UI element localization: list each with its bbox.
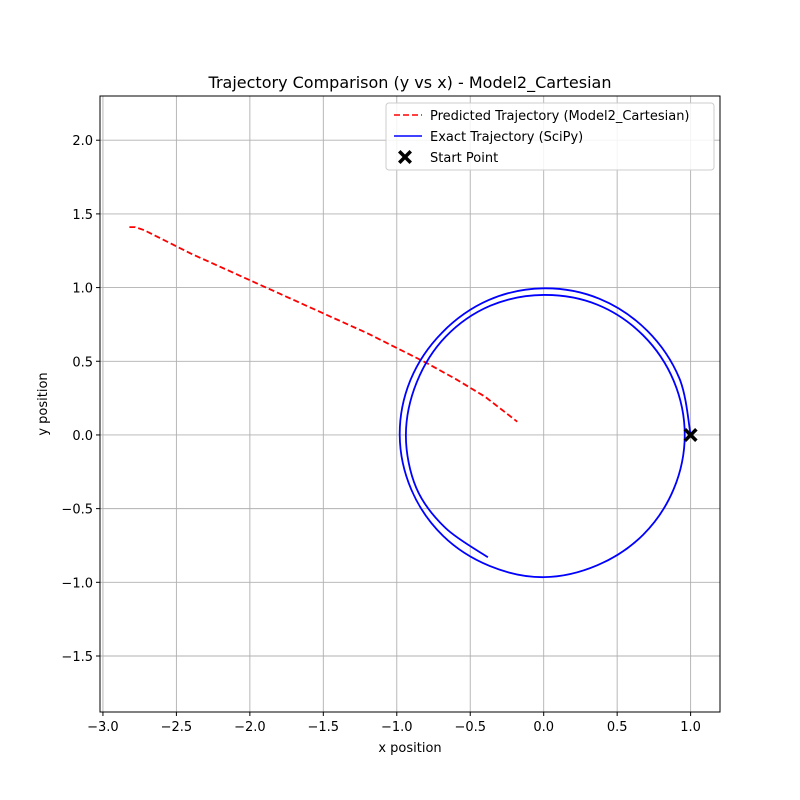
legend-box [385,102,715,171]
y-tick-label: 0.5 [72,355,93,370]
x-tick-label: −0.5 [454,720,486,735]
x-tick-label: 1.0 [680,720,701,735]
y-tick-label: 1.0 [72,282,93,297]
x-tick-label: −2.0 [234,720,266,735]
legend-swatch-start-point [398,150,412,164]
marker-layer [683,427,698,442]
legend-label-start-point: Start Point [430,151,498,166]
chart-title: Trajectory Comparison (y vs x) - Model2_… [208,73,612,93]
x-axis-ticks: −3.0 −2.5 −2.0 −1.5 −1.0 −0.5 0.0 0.5 1.0 [87,712,701,735]
legend: Predicted Trajectory (Model2_Cartesian) … [385,102,715,171]
plot-frame [99,95,721,713]
legend-label-predicted: Predicted Trajectory (Model2_Cartesian) [430,109,690,124]
start-point-marker [683,427,698,442]
x-tick-label: 0.0 [533,720,554,735]
series-layer [129,226,692,579]
legend-label-exact: Exact Trajectory (SciPy) [430,130,583,145]
series-line-predicted-trajectory-model2-cartesian [129,226,518,423]
x-tick-label: −2.5 [161,720,193,735]
y-tick-label: 0.0 [72,429,93,444]
grid [100,96,720,712]
x-axis-label: x position [378,741,441,756]
y-axis-label: y position [36,372,51,435]
x-tick-label: 0.5 [607,720,628,735]
y-axis-ticks: −1.5 −1.0 −0.5 0.0 0.5 1.0 1.5 2.0 [61,134,100,665]
y-tick-label: 2.0 [72,134,93,149]
x-tick-label: −1.0 [381,720,413,735]
series-line-exact-trajectory-scipy [398,287,692,579]
x-tick-label: −3.0 [87,720,119,735]
x-tick-label: −1.5 [308,720,340,735]
y-tick-label: 1.5 [72,208,93,223]
y-tick-label: −0.5 [61,503,93,518]
y-tick-label: −1.5 [61,650,93,665]
y-tick-label: −1.0 [61,576,93,591]
